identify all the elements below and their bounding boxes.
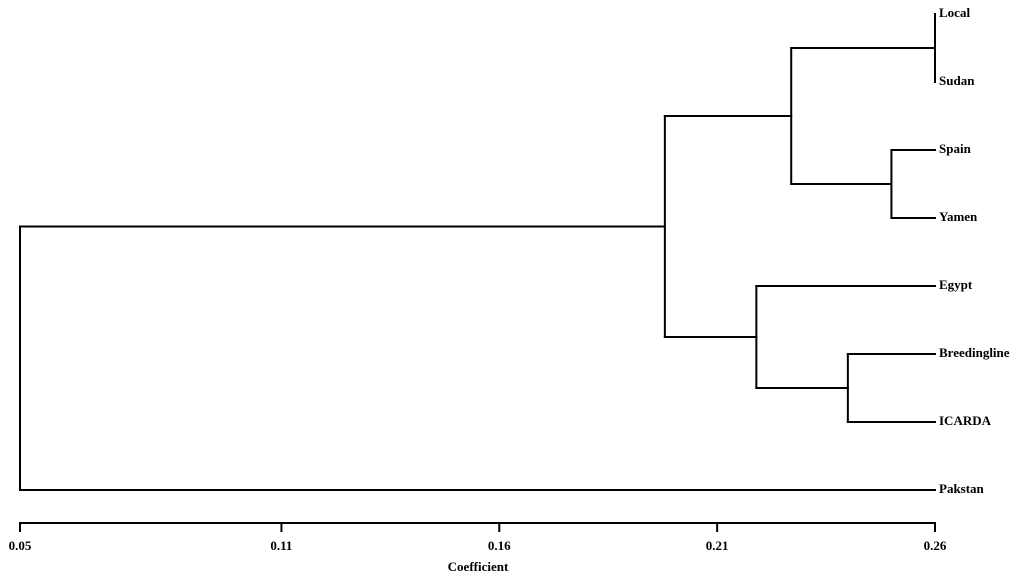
- leaf-label: Breedingline: [939, 345, 1010, 360]
- x-tick-label: 0.05: [9, 538, 32, 553]
- leaf-label: Sudan: [939, 73, 975, 88]
- leaf-label: Local: [939, 5, 970, 20]
- leaf-label: Yamen: [939, 209, 978, 224]
- leaf-label: ICARDA: [939, 413, 992, 428]
- x-tick-label: 0.26: [924, 538, 947, 553]
- x-tick-label: 0.11: [270, 538, 292, 553]
- x-tick-label: 0.21: [706, 538, 729, 553]
- x-tick-label: 0.16: [488, 538, 511, 553]
- x-axis-label: Coefficient: [448, 559, 509, 574]
- leaf-label: Pakstan: [939, 481, 985, 496]
- leaf-label: Spain: [939, 141, 972, 156]
- leaf-label: Egypt: [939, 277, 973, 292]
